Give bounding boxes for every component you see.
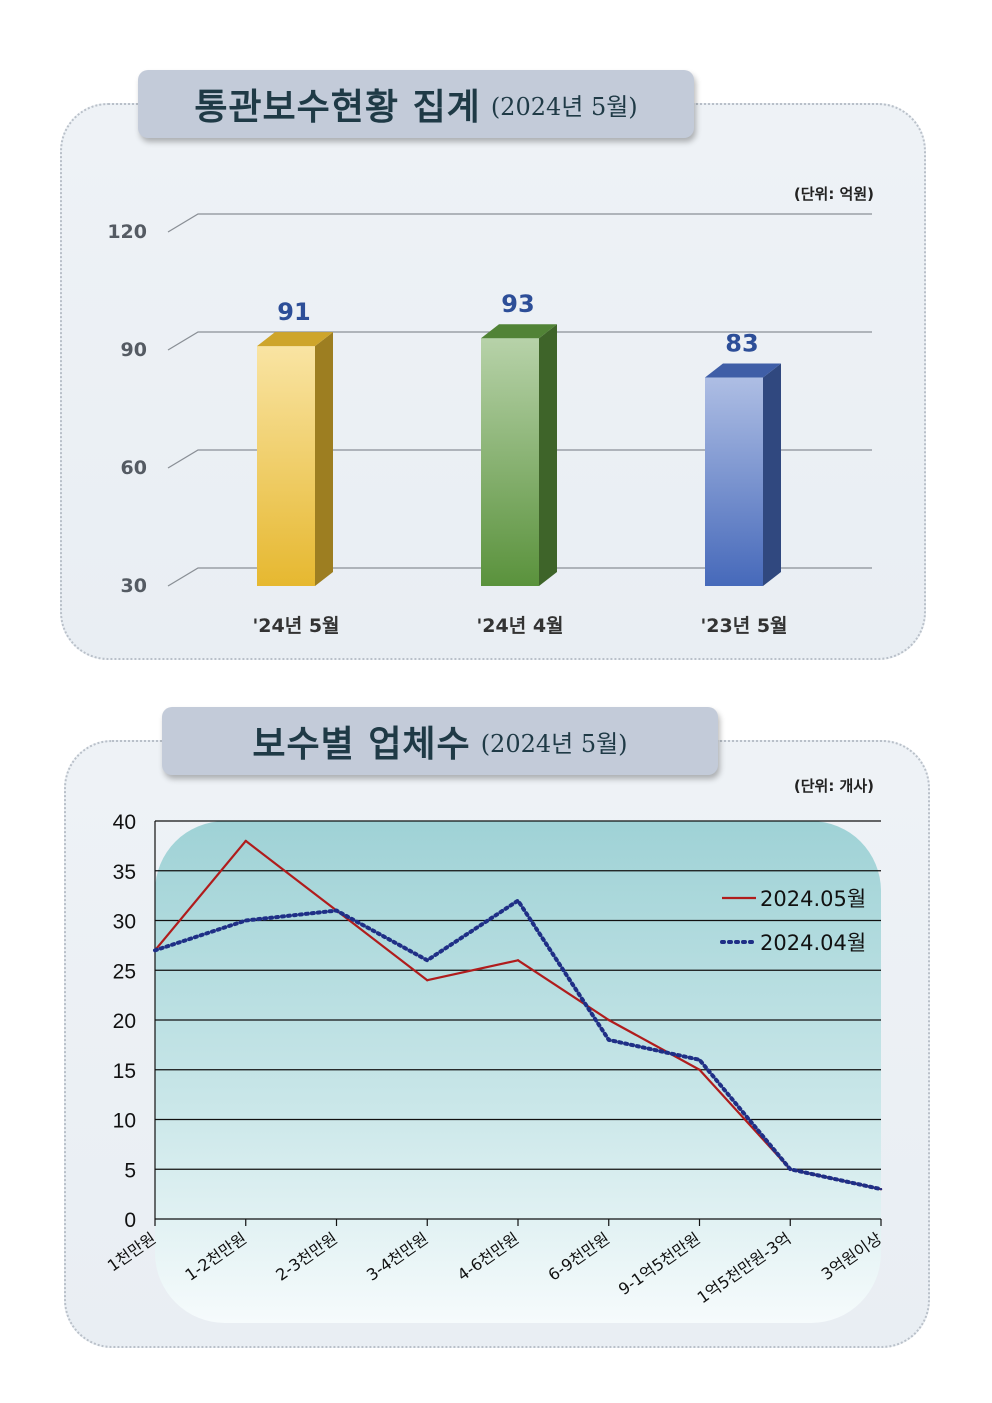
y-tick-label: 90 (121, 339, 147, 361)
gridline (167, 567, 872, 587)
bar-side (315, 332, 333, 586)
data-point (607, 1018, 610, 1022)
gridline (167, 213, 872, 233)
data-label: 83 (725, 330, 758, 358)
data-point (516, 959, 520, 962)
data-point (516, 899, 520, 902)
legend-label: 2024.04월 (760, 931, 866, 955)
bar-group (705, 363, 781, 586)
legend-label: 2024.05월 (760, 887, 866, 911)
bar-top (257, 332, 333, 347)
bar-chart-subtitle: (2024년 5월) (490, 92, 638, 121)
y-tick-label: 120 (107, 221, 147, 243)
y-tick-label: 5 (124, 1159, 136, 1182)
bar-group (257, 332, 333, 586)
bar-top (705, 363, 781, 378)
bar-chart: 30 60 90 120 91 '24년 5월 93 '24년 4월 83 '23년 5월 (107, 213, 872, 637)
bar-side (539, 324, 557, 586)
line-chart-title-box: 보수별 업체수 (2024년 5월) (162, 707, 718, 775)
data-point (244, 839, 247, 843)
bar (705, 377, 763, 586)
line-chart-unit: (단위: 개사) (793, 777, 874, 795)
y-tick-label: 60 (121, 457, 147, 479)
bar-top (481, 324, 557, 339)
data-label: 91 (277, 298, 310, 326)
bar-chart-title: 통관보수현황 집계 (194, 87, 481, 128)
data-point (153, 949, 157, 952)
line-chart-subtitle: (2024년 5월) (480, 729, 628, 758)
y-tick-label: 20 (113, 1010, 136, 1033)
y-tick-label: 10 (113, 1110, 136, 1133)
category-label: '24년 4월 (476, 615, 563, 637)
bar-group (481, 324, 557, 586)
category-label: '24년 5월 (252, 615, 339, 637)
bar-chart-title-box: 통관보수현황 집계 (2024년 5월) (138, 70, 694, 138)
y-tick-label: 40 (113, 811, 136, 834)
data-point (244, 919, 247, 922)
line-chart-title: 보수별 업체수 (252, 724, 471, 765)
data-point (607, 1038, 610, 1042)
data-point (698, 1068, 701, 1071)
data-point (879, 1187, 883, 1191)
y-tick-label: 15 (113, 1060, 136, 1083)
data-point (426, 979, 429, 982)
plot-area (155, 821, 881, 1323)
bar-chart-unit: (단위: 억원) (793, 185, 874, 203)
gridline (167, 331, 872, 351)
gridline (167, 449, 872, 469)
y-tick-label: 30 (121, 575, 147, 597)
bar (481, 338, 539, 586)
data-point (789, 1168, 792, 1171)
bar-side (763, 363, 781, 586)
y-tick-label: 30 (113, 911, 136, 934)
data-label: 93 (501, 290, 534, 318)
x-tick-label: 1천만원 (104, 1229, 159, 1276)
data-point (335, 909, 338, 912)
data-point (698, 1058, 701, 1062)
category-label: '23년 5월 (700, 615, 787, 637)
y-tick-label: 25 (113, 960, 136, 983)
bar (257, 346, 315, 586)
y-tick-label: 35 (113, 861, 136, 884)
y-tick-label: 0 (124, 1209, 136, 1232)
data-point (426, 959, 429, 962)
